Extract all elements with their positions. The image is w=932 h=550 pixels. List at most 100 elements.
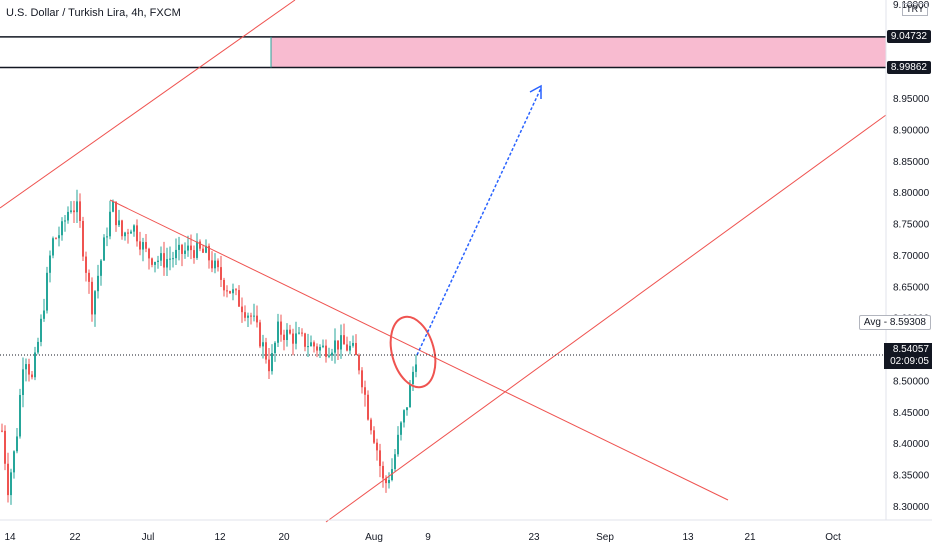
candle-body bbox=[322, 345, 324, 347]
x-tick-label: 20 bbox=[278, 532, 290, 543]
candle-body bbox=[241, 306, 243, 313]
candle-body bbox=[247, 315, 249, 318]
candle-body bbox=[148, 248, 150, 259]
y-tick-label: 8.90000 bbox=[893, 125, 930, 136]
candle-body bbox=[268, 359, 270, 372]
candle-body bbox=[187, 245, 189, 251]
x-tick-label: 23 bbox=[528, 532, 540, 543]
candle-body bbox=[205, 245, 207, 253]
candle-body bbox=[382, 465, 384, 479]
candle-body bbox=[10, 472, 12, 496]
y-tick-label: 8.30000 bbox=[893, 502, 930, 513]
avg-price-label: Avg - 8.59308 bbox=[858, 315, 931, 330]
candle-body bbox=[121, 220, 123, 237]
candle-body bbox=[160, 253, 162, 261]
candle-body bbox=[28, 364, 30, 375]
candle-body bbox=[238, 290, 240, 307]
candle-body bbox=[13, 451, 15, 473]
candle-body bbox=[250, 315, 252, 317]
candle-body bbox=[199, 241, 201, 249]
candle-body bbox=[196, 241, 198, 258]
x-tick-label: 21 bbox=[744, 532, 756, 543]
candle-body bbox=[280, 321, 282, 335]
candle-body bbox=[169, 258, 171, 260]
candle-body bbox=[37, 341, 39, 353]
candle-body bbox=[91, 281, 93, 315]
candle-body bbox=[181, 244, 183, 254]
candle-body bbox=[256, 315, 258, 323]
y-tick-label: 8.75000 bbox=[893, 220, 930, 231]
candle-body bbox=[85, 256, 87, 273]
candle-body bbox=[70, 210, 72, 212]
x-tick-label: Oct bbox=[825, 532, 841, 543]
candle-body bbox=[130, 231, 132, 234]
x-tick-label: Sep bbox=[596, 532, 614, 543]
candles-series bbox=[1, 189, 417, 505]
time-axis[interactable]: 14 22 Jul 12 20 Aug 9 23 Sep 13 21 Oct bbox=[0, 519, 932, 543]
candle-body bbox=[49, 255, 51, 273]
candle-body bbox=[394, 454, 396, 470]
candle-body bbox=[313, 342, 315, 347]
candle-body bbox=[403, 410, 405, 423]
candle-body bbox=[172, 258, 174, 260]
plot-area[interactable] bbox=[0, 0, 886, 550]
candle-body bbox=[220, 267, 222, 280]
candle-body bbox=[118, 220, 120, 226]
candle-body bbox=[415, 364, 417, 372]
candle-body bbox=[400, 422, 402, 435]
current-price-label: 8.54057 02:09:05 bbox=[884, 343, 932, 369]
target-arrowhead bbox=[529, 84, 542, 99]
candle-body bbox=[100, 260, 102, 276]
candle-body bbox=[235, 289, 237, 291]
candle-body bbox=[295, 333, 297, 344]
candle-body bbox=[316, 346, 318, 351]
candle-body bbox=[154, 261, 156, 265]
candle-body bbox=[163, 253, 165, 268]
price-axis[interactable]: 8.300008.350008.400008.450008.500008.550… bbox=[885, 0, 930, 520]
y-tick-label: 8.65000 bbox=[893, 282, 930, 293]
candle-body bbox=[103, 237, 105, 261]
candle-body bbox=[286, 329, 288, 341]
candle-body bbox=[40, 318, 42, 342]
candle-body bbox=[340, 335, 342, 350]
current-price-value: 8.54057 bbox=[892, 344, 929, 355]
candle-body bbox=[265, 342, 267, 360]
candle-body bbox=[175, 249, 177, 259]
candle-body bbox=[349, 345, 351, 351]
target-arrow-line bbox=[416, 87, 542, 356]
y-tick-label: 8.80000 bbox=[893, 188, 930, 199]
candle-body bbox=[46, 272, 48, 311]
ascending-trend-line bbox=[325, 114, 887, 523]
x-tick-label: 14 bbox=[4, 532, 16, 543]
currency-tag[interactable]: TRY bbox=[902, 3, 928, 16]
candle-body bbox=[112, 201, 114, 212]
candle-body bbox=[355, 342, 357, 356]
candle-body bbox=[64, 220, 66, 222]
candle-body bbox=[25, 364, 27, 370]
trend-lines bbox=[0, 0, 887, 523]
candle-body bbox=[94, 291, 96, 315]
candle-body bbox=[310, 342, 312, 347]
candle-body bbox=[229, 291, 231, 294]
candle-body bbox=[4, 430, 6, 464]
candle-body bbox=[244, 312, 246, 318]
y-tick-label: 8.45000 bbox=[893, 408, 930, 419]
candle-body bbox=[226, 290, 228, 292]
y-tick-label: 8.95000 bbox=[893, 94, 930, 105]
candle-body bbox=[127, 232, 129, 234]
candle-body bbox=[76, 201, 78, 213]
x-tick-label: Aug bbox=[365, 532, 383, 543]
candle-body bbox=[289, 329, 291, 334]
candle-body bbox=[271, 353, 273, 372]
candle-body bbox=[88, 272, 90, 282]
candle-body bbox=[202, 248, 204, 253]
candle-body bbox=[142, 242, 144, 250]
x-tick-label: 12 bbox=[214, 532, 226, 543]
candle-body bbox=[97, 275, 99, 292]
candle-body bbox=[304, 333, 306, 347]
candle-body bbox=[19, 395, 21, 437]
symbol-title: U.S. Dollar / Turkish Lira, 4h, FXCM bbox=[6, 7, 181, 19]
candle-body bbox=[1, 430, 3, 432]
y-tick-label: 8.35000 bbox=[893, 471, 930, 482]
